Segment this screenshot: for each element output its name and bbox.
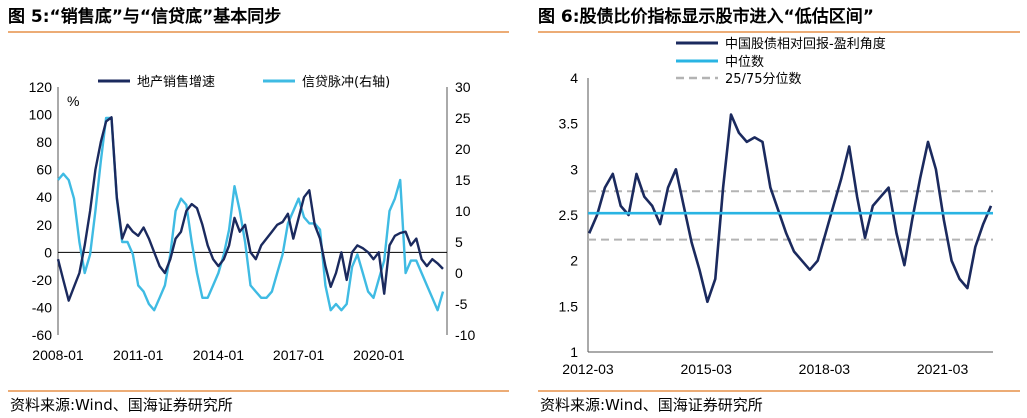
chart-5-unit-label: % [67, 93, 79, 109]
chart-5-x-tick-label: 2014-01 [193, 347, 245, 363]
chart-5-left-tick-label: 60 [36, 162, 52, 178]
chart-6-series-relative-return-line [588, 113, 993, 304]
chart-6-y-tick-label: 1 [570, 344, 578, 360]
chart-6-source: 资料来源:Wind、国海证券研究所 [540, 396, 763, 414]
chart-5-title: 图 5:“销售底”与“信贷底”基本同步 [8, 6, 281, 27]
chart-5-x-tick-label: 2011-01 [113, 347, 164, 363]
chart-6-y-tick-label: 4 [570, 70, 578, 86]
chart-6-y-tick-label: 2.5 [559, 207, 579, 223]
chart-6-legend-label-series: 中国股债相对回报-盈利角度 [725, 36, 886, 52]
chart-5-legend-label-credit: 信贷脉冲(右轴) [302, 75, 390, 90]
chart-5-x-tick-label: 2008-01 [32, 347, 84, 363]
chart-5-right-tick-label: 0 [455, 265, 463, 281]
chart-5-x-tick-label: 2020-01 [353, 347, 405, 363]
chart-6-y-tick-label: 2 [570, 253, 578, 269]
chart-6-plot: 1 1.5 2 2.5 3 3.5 4 2012-03 2015-03 2018-03 2021-0… [559, 36, 993, 377]
chart-6-y-tick-label: 3 [570, 161, 578, 177]
chart-6-legend-label-quantiles: 25/75分位数 [725, 72, 801, 87]
chart-5-plot: -60 -40 -20 0 20 40 60 80 100 120 -10 -5 0 5 10 15 20 25 3… [29, 74, 476, 363]
chart-5-left-tick-label: -40 [32, 299, 52, 315]
chart-5-right-tick-label: 30 [455, 79, 471, 95]
chart-6-x-tick-label: 2012-03 [562, 361, 614, 377]
chart-5-left-tick-label: 0 [44, 244, 52, 260]
chart-5-right-tick-label: 10 [455, 203, 471, 219]
chart-6-x-tick-label: 2015-03 [680, 361, 732, 377]
chart-5-right-tick-label: 25 [455, 110, 471, 126]
chart-5-right-tick-label: 5 [455, 234, 463, 250]
chart-5-left-tick-label: 20 [36, 217, 52, 233]
chart-6-x-tick-label: 2018-03 [799, 361, 851, 377]
chart-5-right-tick-label: 20 [455, 141, 471, 157]
chart-5-left-tick-label: -60 [32, 327, 52, 343]
chart-6-y-tick-label: 3.5 [559, 116, 579, 132]
chart-5-source: 资料来源:Wind、国海证券研究所 [10, 396, 233, 414]
chart-6-title: 图 6:股债比价指标显示股市进入“低估区间” [538, 6, 874, 27]
chart-5-series-property-sales-line [56, 116, 444, 302]
chart-5-right-tick-label: 15 [455, 172, 471, 188]
chart-5-series-credit-impulse-line [57, 116, 445, 312]
chart-5-left-tick-label: 40 [36, 189, 52, 205]
chart-5-left-tick-label: 80 [36, 134, 52, 150]
chart-6-legend-label-median: 中位数 [725, 55, 764, 70]
chart-5-x-tick-label: 2017-01 [273, 347, 325, 363]
chart-5-left-tick-label: 100 [29, 107, 53, 123]
chart-6-x-tick-label: 2021-03 [917, 361, 969, 377]
chart-6-y-tick-label: 1.5 [559, 298, 579, 314]
chart-5-right-tick-label: -10 [455, 327, 475, 343]
chart-5-left-tick-label: -20 [32, 272, 52, 288]
chart-5-left-tick-label: 120 [29, 79, 53, 95]
chart-5-right-tick-label: -5 [455, 296, 468, 312]
chart-5-legend-label-sales: 地产销售增速 [137, 74, 215, 90]
